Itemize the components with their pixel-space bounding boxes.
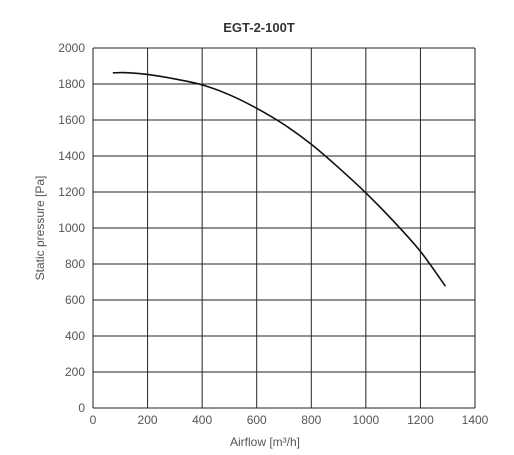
series-line [112, 71, 446, 287]
y-tick-label: 1400 [58, 149, 85, 163]
y-tick-label: 1000 [58, 221, 85, 235]
x-tick-label: 1200 [407, 413, 434, 427]
series-group [112, 71, 446, 287]
y-tick-label: 800 [65, 257, 85, 271]
x-tick-label: 1000 [353, 413, 380, 427]
x-tick-label: 400 [192, 413, 212, 427]
y-tick-label: 600 [65, 293, 85, 307]
y-axis-ticks: 0 200 400 600 800 1000 1200 1400 1600 1800 2000 [58, 41, 85, 415]
y-tick-label: 2000 [58, 41, 85, 55]
chart-title: EGT-2-100T [223, 20, 295, 35]
y-tick-label: 1200 [58, 185, 85, 199]
x-axis-ticks: 0 200 400 600 800 1000 1200 1400 [90, 413, 489, 427]
y-tick-label: 200 [65, 365, 85, 379]
x-tick-label: 1400 [462, 413, 489, 427]
x-tick-label: 600 [247, 413, 267, 427]
y-axis-label: Static pressure [Pa] [33, 176, 47, 281]
x-tick-label: 800 [301, 413, 321, 427]
y-tick-label: 0 [78, 401, 85, 415]
x-tick-label: 0 [90, 413, 97, 427]
y-tick-label: 1600 [58, 113, 85, 127]
y-tick-label: 1800 [58, 77, 85, 91]
x-tick-label: 200 [138, 413, 158, 427]
grid [92, 47, 476, 409]
x-axis-label: Airflow [m³/h] [230, 435, 300, 449]
y-tick-label: 400 [65, 329, 85, 343]
